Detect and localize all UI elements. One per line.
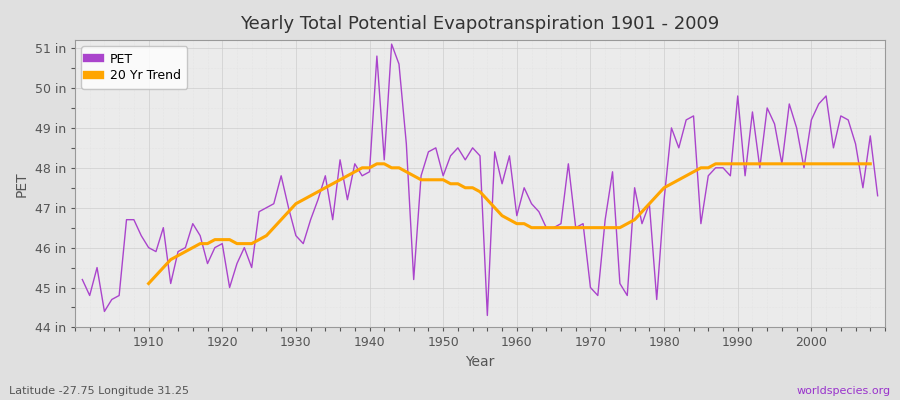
20 Yr Trend	[534, 225, 544, 230]
PET	[298, 241, 309, 246]
PET	[342, 197, 353, 202]
PET	[518, 185, 529, 190]
Legend: PET, 20 Yr Trend: PET, 20 Yr Trend	[81, 46, 187, 89]
PET	[615, 281, 626, 286]
20 Yr Trend	[364, 166, 375, 170]
Y-axis label: PET: PET	[15, 171, 29, 196]
X-axis label: Year: Year	[465, 355, 495, 369]
20 Yr Trend	[312, 189, 323, 194]
Line: PET: PET	[82, 44, 878, 316]
PET	[872, 193, 883, 198]
20 Yr Trend	[511, 221, 522, 226]
20 Yr Trend	[372, 162, 382, 166]
20 Yr Trend	[143, 281, 154, 286]
Text: worldspecies.org: worldspecies.org	[796, 386, 891, 396]
PET	[136, 233, 147, 238]
Text: Latitude -27.75 Longitude 31.25: Latitude -27.75 Longitude 31.25	[9, 386, 189, 396]
PET	[526, 201, 537, 206]
Title: Yearly Total Potential Evapotranspiration 1901 - 2009: Yearly Total Potential Evapotranspiratio…	[240, 15, 720, 33]
PET	[76, 277, 87, 282]
20 Yr Trend	[865, 162, 876, 166]
PET	[386, 42, 397, 46]
20 Yr Trend	[717, 162, 728, 166]
Line: 20 Yr Trend: 20 Yr Trend	[148, 164, 870, 284]
PET	[482, 313, 492, 318]
20 Yr Trend	[335, 177, 346, 182]
